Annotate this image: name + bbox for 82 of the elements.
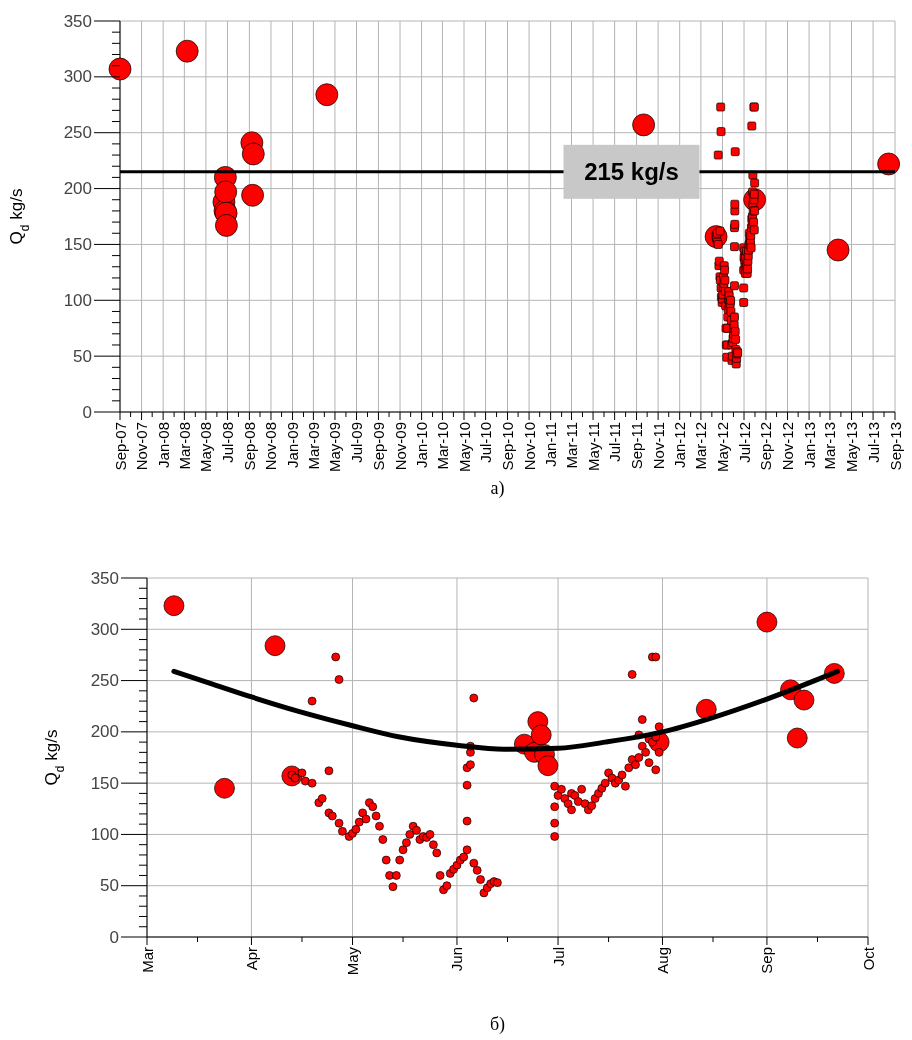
point [241,142,265,166]
point [793,689,815,711]
y-tick-label: 150 [90,773,119,793]
y-tick-label: 350 [90,568,119,588]
x-tick-label: Jan-09 [284,422,302,468]
x-tick-label: Mar-11 [562,422,580,469]
x-tick-label: Mar [138,947,156,973]
x-tick-label: Jul-13 [864,422,882,463]
x-tick-label: Jul-10 [477,422,495,463]
x-tick-label: Jan-13 [800,422,818,468]
point [175,39,199,63]
x-tick-label: Aug [653,947,671,974]
x-tick-label: Sep-08 [240,422,258,471]
x-tick-label: Jul [549,947,567,967]
y-tick-label: 0 [109,927,119,947]
x-tick-label: Nov-12 [779,422,797,471]
point [163,595,185,617]
y-tick-label: 100 [63,290,92,310]
text: а) [490,478,505,499]
y-tick-label: 350 [63,11,92,31]
point [264,635,286,657]
x-tick-label: Nov-07 [133,422,151,471]
x-tick-label: Jul-08 [218,422,236,463]
x-tick-label: Sep-12 [757,422,775,471]
point [315,83,339,107]
x-tick-label: May-10 [455,422,473,473]
point [756,611,778,633]
point [537,755,559,777]
y-tick-label: 100 [90,824,119,844]
x-tick-label: Mar-13 [821,422,839,470]
x-tick-label: Sep-13 [886,422,904,471]
x-tick-label: Sep [758,947,776,974]
x-tick-label: May-11 [584,422,602,471]
x-tick-label: Jul-12 [735,422,753,463]
x-tick-label: Nov-08 [262,422,280,471]
point [786,727,808,749]
point [241,183,264,207]
x-tick-label: Nov-10 [520,422,538,471]
y-tick-label: 300 [63,67,92,87]
x-tick-label: Nov-09 [391,422,409,471]
x-tick-label: Apr [242,947,260,971]
x-tick-label: May-12 [713,422,731,473]
y-tick-label: 200 [90,722,119,742]
y-tick-label: 50 [100,876,119,896]
x-tick-label: Oct [859,946,877,971]
x-tick-label: Jul-09 [348,422,366,463]
point [826,238,850,262]
x-tick-label: May-13 [843,422,861,473]
point [530,724,552,746]
y-tick-label: 250 [63,123,92,143]
point [215,214,238,237]
point [214,777,235,799]
x-tick-label: Mar-10 [433,422,451,470]
x-tick-label: May [344,946,362,976]
text: б) [489,1014,506,1035]
point [695,698,717,720]
y-tick-label: 300 [90,619,119,639]
x-tick-label: Sep-11 [628,422,646,470]
point [108,57,132,81]
x-tick-label: May-09 [326,422,344,473]
x-tick-label: Nov-11 [649,422,667,470]
x-tick-label: Jan-10 [413,422,431,468]
x-tick-label: May-08 [197,422,215,473]
x-tick-label: Mar-12 [692,422,710,470]
point [632,113,655,137]
y-tick-label: 150 [63,234,92,254]
point [214,180,238,204]
x-tick-label: Mar-09 [304,422,322,470]
x-tick-label: Jan-12 [671,422,689,468]
x-tick-label: Jun [448,947,466,972]
y-tick-label: 50 [73,346,92,366]
x-tick-label: Mar-08 [175,422,193,470]
x-tick-label: Jul-11 [606,422,624,462]
x-tick-label: Sep-07 [111,422,129,471]
x-tick-label: Jan-08 [154,422,172,468]
y-tick-label: 0 [82,402,92,422]
ref-line-label: 215 kg/s [584,158,679,186]
y-tick-label: 200 [63,179,92,199]
x-tick-label: Jan-11 [542,422,560,467]
x-tick-label: Sep-10 [499,422,516,471]
x-tick-label: Sep-09 [369,422,387,471]
y-tick-label: 250 [90,671,119,691]
